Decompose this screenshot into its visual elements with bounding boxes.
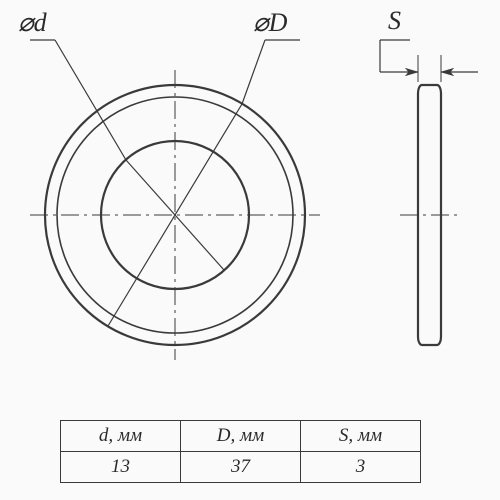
table-row-headers: d, мм D, мм S, мм [61,421,421,452]
label-d: ⌀d [18,8,47,38]
cell-S: 3 [301,452,421,483]
col-header-D: D, мм [181,421,301,452]
dimension-table: d, мм D, мм S, мм 13 37 3 [60,420,421,483]
label-S: S [388,6,401,36]
cell-d: 13 [61,452,181,483]
label-D-outer: ⌀D [253,8,287,38]
cell-D: 37 [181,452,301,483]
col-header-S: S, мм [301,421,421,452]
front-view [30,40,320,360]
side-view [380,40,478,345]
table-row-values: 13 37 3 [61,452,421,483]
col-header-d: d, мм [61,421,181,452]
